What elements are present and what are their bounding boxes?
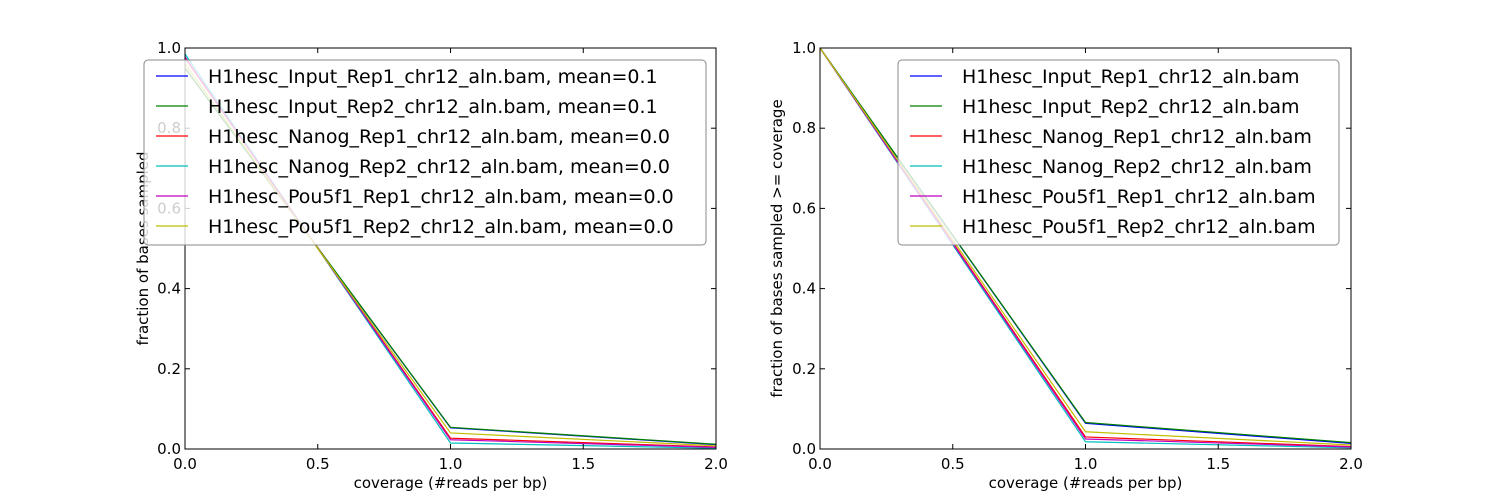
y-tick-label: 1.0 [792,39,816,57]
legend-entry-label: H1hesc_Input_Rep2_chr12_aln.bam, mean=0.… [208,96,658,118]
y-tick-label: 0.4 [792,280,816,298]
x-tick-label: 0.0 [808,455,832,473]
y-tick-label: 0.2 [157,360,181,378]
legend: H1hesc_Input_Rep1_chr12_aln.bam, mean=0.… [143,59,707,246]
x-tick-label: 2.0 [1339,455,1363,473]
legend-entry-label: H1hesc_Pou5f1_Rep2_chr12_aln.bam, mean=0… [208,216,674,238]
legend-entry-label: H1hesc_Input_Rep1_chr12_aln.bam [962,66,1300,88]
x-axis-label: coverage (#reads per bp) [989,474,1183,492]
x-axis-label: coverage (#reads per bp) [354,474,548,492]
legend-entry-label: H1hesc_Nanog_Rep2_chr12_aln.bam, mean=0.… [208,156,670,178]
x-tick-label: 1.0 [439,455,463,473]
legend-entry-label: H1hesc_Input_Rep1_chr12_aln.bam, mean=0.… [208,66,658,88]
legend-box [143,59,707,246]
legend-entry-label: H1hesc_Input_Rep2_chr12_aln.bam [962,96,1300,118]
chart-panel-1: 0.00.51.01.52.00.00.20.40.60.81.0coverag… [134,39,728,492]
y-tick-label: 0.6 [792,199,816,217]
legend-entry-label: H1hesc_Nanog_Rep1_chr12_aln.bam, mean=0.… [208,126,670,148]
legend-box [897,59,1340,246]
y-tick-label: 0.2 [792,360,816,378]
legend-entry-label: H1hesc_Pou5f1_Rep1_chr12_aln.bam, mean=0… [208,186,674,208]
x-tick-label: 0.5 [306,455,330,473]
y-tick-label: 0.8 [792,119,816,137]
x-tick-label: 2.0 [704,455,728,473]
x-tick-label: 1.0 [1074,455,1098,473]
x-tick-label: 0.5 [941,455,965,473]
y-tick-label: 0.0 [157,440,181,458]
y-tick-label: 0.4 [157,280,181,298]
x-tick-label: 0.0 [173,455,197,473]
legend-entry-label: H1hesc_Nanog_Rep2_chr12_aln.bam [962,156,1312,178]
legend: H1hesc_Input_Rep1_chr12_aln.bam H1hesc_In… [897,59,1340,246]
y-axis-label: fraction of bases sampled >= coverage [768,99,786,397]
x-tick-label: 1.5 [571,455,595,473]
x-tick-label: 1.5 [1206,455,1230,473]
legend-entry-label: H1hesc_Pou5f1_Rep1_chr12_aln.bam [962,186,1316,208]
y-tick-label: 1.0 [157,39,181,57]
legend-entry-label: H1hesc_Pou5f1_Rep2_chr12_aln.bam [962,216,1316,238]
chart-panel-2: 0.0 0.5 1.0 1.5 2.00.00.20.40.60.81.0coverag… [768,39,1363,492]
legend-entry-label: H1hesc_Nanog_Rep1_chr12_aln.bam [962,126,1312,148]
y-tick-label: 0.0 [792,440,816,458]
